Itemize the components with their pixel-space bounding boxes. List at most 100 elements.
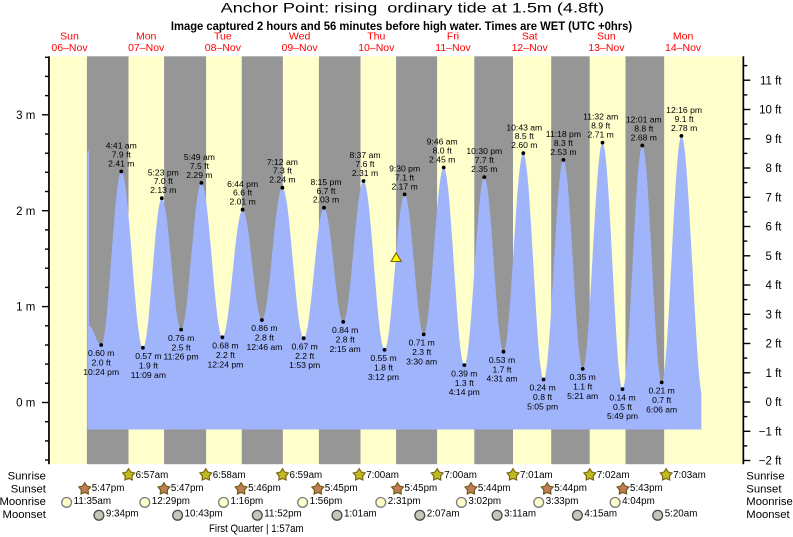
svg-text:2.8 ft: 2.8 ft xyxy=(255,333,275,343)
svg-text:2.71 m: 2.71 m xyxy=(588,130,614,140)
svg-text:0.8 ft: 0.8 ft xyxy=(533,392,553,402)
svg-text:5:20am: 5:20am xyxy=(665,509,698,520)
svg-text:8:15 pm: 8:15 pm xyxy=(310,177,341,187)
svg-text:0.24 m: 0.24 m xyxy=(529,383,555,393)
svg-text:Moonrise: Moonrise xyxy=(0,496,46,508)
svg-text:11 ft: 11 ft xyxy=(760,75,782,87)
svg-text:2.35 m: 2.35 m xyxy=(471,164,497,174)
svg-text:Sun: Sun xyxy=(60,30,79,42)
svg-text:6.7 ft: 6.7 ft xyxy=(316,186,336,196)
svg-text:11–Nov: 11–Nov xyxy=(435,42,471,54)
svg-text:7:12 am: 7:12 am xyxy=(267,157,298,167)
svg-text:10:24 pm: 10:24 pm xyxy=(83,367,119,377)
svg-text:5 ft: 5 ft xyxy=(766,251,783,263)
svg-text:Tue: Tue xyxy=(214,30,232,42)
svg-text:Anchor Point: rising ordinary: Anchor Point: rising ordinary tide at 1.… xyxy=(221,0,604,16)
svg-text:7:00am: 7:00am xyxy=(366,470,399,481)
svg-text:14–Nov: 14–Nov xyxy=(665,42,702,54)
svg-text:2.2 ft: 2.2 ft xyxy=(216,350,236,360)
svg-text:1.9 ft: 1.9 ft xyxy=(139,361,159,371)
svg-text:7:02am: 7:02am xyxy=(597,470,630,481)
svg-text:9.1 ft: 9.1 ft xyxy=(675,114,695,124)
svg-text:2.0 ft: 2.0 ft xyxy=(92,358,112,368)
svg-text:0.14 m: 0.14 m xyxy=(609,392,635,402)
svg-text:0.86 m: 0.86 m xyxy=(251,323,277,333)
svg-text:0 ft: 0 ft xyxy=(766,397,783,409)
svg-text:09–Nov: 09–Nov xyxy=(281,42,318,54)
svg-text:0.76 m: 0.76 m xyxy=(168,333,194,343)
svg-text:5:45pm: 5:45pm xyxy=(325,483,358,494)
svg-text:1 ft: 1 ft xyxy=(766,368,783,380)
svg-text:11:52pm: 11:52pm xyxy=(264,509,301,520)
svg-text:7.7 ft: 7.7 ft xyxy=(475,155,495,165)
svg-text:6:06 am: 6:06 am xyxy=(646,404,677,414)
svg-text:12:01 am: 12:01 am xyxy=(626,115,662,125)
svg-text:0.39 m: 0.39 m xyxy=(451,368,477,378)
svg-text:11:35am: 11:35am xyxy=(74,496,111,507)
svg-text:9 ft: 9 ft xyxy=(766,134,783,146)
svg-text:2.8 ft: 2.8 ft xyxy=(336,335,356,345)
svg-text:0.21 m: 0.21 m xyxy=(649,386,675,396)
svg-text:11:26 pm: 11:26 pm xyxy=(163,352,198,362)
svg-text:4 ft: 4 ft xyxy=(766,280,783,292)
svg-text:10 ft: 10 ft xyxy=(759,105,782,117)
svg-text:Sunrise: Sunrise xyxy=(8,470,46,482)
svg-text:Fri: Fri xyxy=(447,30,459,42)
svg-text:8.3 ft: 8.3 ft xyxy=(554,138,574,148)
svg-text:−2 ft: −2 ft xyxy=(759,456,783,468)
svg-text:Mon: Mon xyxy=(136,30,157,42)
svg-text:2.03 m: 2.03 m xyxy=(313,195,339,205)
svg-text:2.01 m: 2.01 m xyxy=(229,197,255,207)
svg-text:Sunrise: Sunrise xyxy=(746,470,784,482)
svg-text:8.9 ft: 8.9 ft xyxy=(591,121,611,131)
svg-text:0.68 m: 0.68 m xyxy=(212,341,238,351)
svg-text:7:01am: 7:01am xyxy=(520,470,553,481)
svg-text:0.57 m: 0.57 m xyxy=(135,351,161,361)
svg-text:5:21 am: 5:21 am xyxy=(567,391,598,401)
svg-text:4:31 am: 4:31 am xyxy=(486,374,517,384)
svg-text:2.68 m: 2.68 m xyxy=(631,132,657,142)
svg-text:Sun: Sun xyxy=(597,30,616,42)
svg-text:3:02pm: 3:02pm xyxy=(468,496,501,507)
svg-text:8:37 am: 8:37 am xyxy=(349,150,380,160)
svg-text:First Quarter | 1:57am: First Quarter | 1:57am xyxy=(209,523,304,535)
svg-text:7.1 ft: 7.1 ft xyxy=(395,172,415,182)
svg-text:10–Nov: 10–Nov xyxy=(358,42,395,54)
svg-text:2.3 ft: 2.3 ft xyxy=(412,347,432,357)
svg-text:Moonset: Moonset xyxy=(746,509,790,521)
svg-text:1:01am: 1:01am xyxy=(344,509,377,520)
svg-text:4:14 pm: 4:14 pm xyxy=(449,387,480,397)
svg-text:Sunset: Sunset xyxy=(11,483,47,495)
svg-text:6:57am: 6:57am xyxy=(136,470,169,481)
svg-text:0.35 m: 0.35 m xyxy=(570,372,596,382)
svg-text:7.3 ft: 7.3 ft xyxy=(273,166,293,176)
svg-text:1:53 pm: 1:53 pm xyxy=(289,360,320,370)
svg-text:12:46 am: 12:46 am xyxy=(246,342,282,352)
svg-text:11:18 pm: 11:18 pm xyxy=(546,129,581,139)
svg-text:Moonset: Moonset xyxy=(3,509,47,521)
svg-text:1.7 ft: 1.7 ft xyxy=(492,364,512,374)
svg-text:07–Nov: 07–Nov xyxy=(128,42,165,54)
svg-text:6.6 ft: 6.6 ft xyxy=(233,188,253,198)
svg-text:5:49 pm: 5:49 pm xyxy=(607,411,638,421)
svg-text:7 ft: 7 ft xyxy=(766,192,783,204)
svg-text:1 m: 1 m xyxy=(16,302,35,314)
svg-text:7.9 ft: 7.9 ft xyxy=(112,149,132,159)
svg-text:7.0 ft: 7.0 ft xyxy=(154,176,174,186)
svg-text:3:11am: 3:11am xyxy=(504,509,536,520)
svg-text:7.6 ft: 7.6 ft xyxy=(355,159,375,169)
svg-text:9:46 am: 9:46 am xyxy=(427,137,458,147)
svg-text:5:45pm: 5:45pm xyxy=(405,483,438,494)
svg-text:1.3 ft: 1.3 ft xyxy=(455,378,475,388)
svg-text:8.0 ft: 8.0 ft xyxy=(433,146,453,156)
svg-text:2:15 am: 2:15 am xyxy=(330,344,361,354)
svg-text:0.71 m: 0.71 m xyxy=(409,338,435,348)
svg-text:11:09 am: 11:09 am xyxy=(131,370,166,380)
svg-text:0.55 m: 0.55 m xyxy=(370,353,396,363)
svg-text:4:41 am: 4:41 am xyxy=(106,141,137,151)
svg-text:6:58am: 6:58am xyxy=(213,470,246,481)
svg-text:10:30 pm: 10:30 pm xyxy=(466,146,502,156)
svg-text:2 m: 2 m xyxy=(16,206,35,218)
svg-text:0 m: 0 m xyxy=(16,398,35,410)
svg-text:5:47pm: 5:47pm xyxy=(171,483,204,494)
